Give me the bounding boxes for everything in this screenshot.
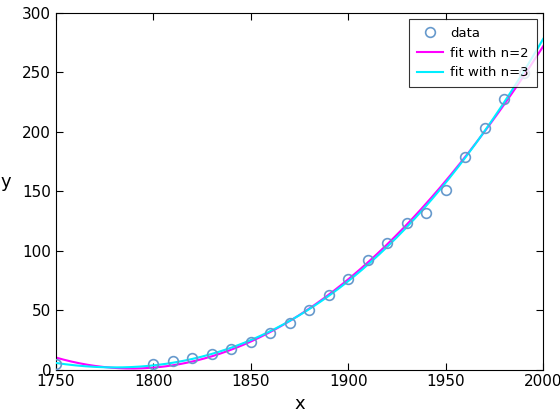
Y-axis label: y: y — [0, 173, 11, 191]
X-axis label: x: x — [295, 395, 305, 413]
Legend: data, fit with n=2, fit with n=3: data, fit with n=2, fit with n=3 — [409, 19, 536, 87]
